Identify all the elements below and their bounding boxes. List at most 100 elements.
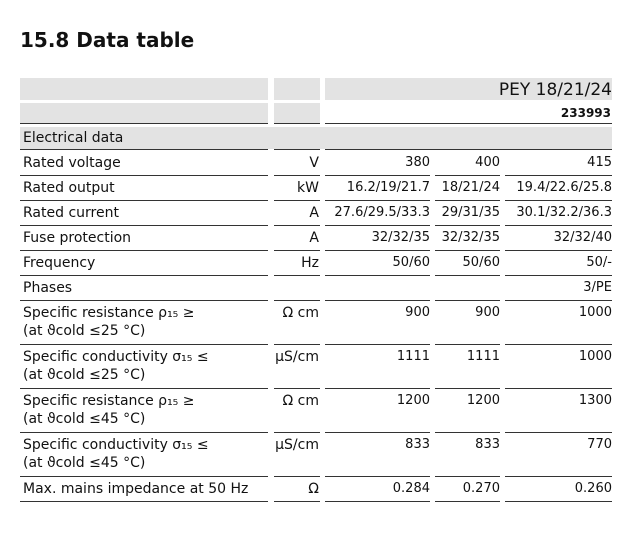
- value: 50/60: [392, 255, 430, 270]
- row-label: Specific resistance ρ₁₅ ≥: [23, 393, 195, 409]
- row-label: Fuse protection: [23, 230, 132, 246]
- unit: μS/cm: [275, 437, 319, 453]
- value: 833: [475, 437, 500, 452]
- rule: [274, 275, 320, 276]
- value: 415: [587, 155, 612, 170]
- rule: [505, 225, 612, 226]
- value: 3/PE: [583, 280, 612, 295]
- value: 1111: [396, 349, 430, 364]
- rule: [325, 225, 430, 226]
- value: 29/31/35: [441, 205, 500, 220]
- rule: [325, 501, 430, 502]
- value: 380: [405, 155, 430, 170]
- value: 1000: [578, 349, 612, 364]
- value: 0.284: [392, 481, 430, 496]
- row-label: Rated current: [23, 205, 119, 221]
- row-label: Specific conductivity σ₁₅ ≤: [23, 349, 209, 365]
- value: 30.1/32.2/36.3: [516, 205, 612, 220]
- unit: A: [309, 205, 319, 221]
- rule: [20, 123, 268, 124]
- rule: [505, 476, 612, 477]
- value: 32/32/35: [371, 230, 430, 245]
- value: 0.270: [462, 481, 500, 496]
- rule: [325, 275, 430, 276]
- row-label: Phases: [23, 280, 73, 296]
- rule: [20, 225, 268, 226]
- rule: [274, 388, 320, 389]
- rule: [274, 149, 320, 150]
- rule: [274, 200, 320, 201]
- rule: [20, 476, 268, 477]
- rule: [505, 175, 612, 176]
- rule: [505, 432, 612, 433]
- unit: Ω cm: [282, 305, 319, 321]
- section-title: 15.8 Data table: [20, 28, 195, 52]
- rule: [274, 501, 320, 502]
- rule: [505, 344, 612, 345]
- unit: Hz: [301, 255, 319, 271]
- rule: [20, 300, 268, 301]
- section-band: [20, 127, 612, 149]
- rule: [274, 123, 320, 124]
- value: 16.2/19/21.7: [346, 180, 430, 195]
- rule: [435, 432, 500, 433]
- value: 770: [587, 437, 612, 452]
- value: 50/-: [586, 255, 612, 270]
- rule: [505, 200, 612, 201]
- rule: [20, 250, 268, 251]
- value: 27.6/29.5/33.3: [334, 205, 430, 220]
- row-label-note: (at ϑcold ≤25 °C): [23, 323, 146, 339]
- rule: [274, 476, 320, 477]
- rule: [435, 175, 500, 176]
- value: 32/32/35: [441, 230, 500, 245]
- header-band: [20, 78, 268, 100]
- rule: [274, 175, 320, 176]
- rule: [505, 275, 612, 276]
- rule: [20, 175, 268, 176]
- value: 19.4/22.6/25.8: [516, 180, 612, 195]
- part-number: 233993: [560, 106, 611, 120]
- rule: [274, 432, 320, 433]
- header-band: [20, 103, 268, 123]
- rule: [505, 300, 612, 301]
- rule: [325, 388, 430, 389]
- rule: [435, 501, 500, 502]
- rule: [435, 275, 500, 276]
- rule: [435, 250, 500, 251]
- header-band: [325, 78, 612, 100]
- rule: [325, 149, 612, 150]
- unit: Ω: [308, 481, 319, 497]
- unit: μS/cm: [275, 349, 319, 365]
- rule: [435, 344, 500, 345]
- row-label: Specific conductivity σ₁₅ ≤: [23, 437, 209, 453]
- rule: [20, 388, 268, 389]
- rule: [274, 344, 320, 345]
- value: 1000: [578, 305, 612, 320]
- rule: [274, 300, 320, 301]
- value: 1200: [466, 393, 500, 408]
- unit: V: [309, 155, 319, 171]
- rule: [505, 388, 612, 389]
- rule: [325, 250, 430, 251]
- rule: [325, 200, 430, 201]
- row-label: Rated voltage: [23, 155, 121, 171]
- value: 1111: [466, 349, 500, 364]
- row-label-note: (at ϑcold ≤45 °C): [23, 411, 146, 427]
- rule: [435, 200, 500, 201]
- unit: Ω cm: [282, 393, 319, 409]
- rule: [325, 300, 430, 301]
- rule: [20, 200, 268, 201]
- row-label: Frequency: [23, 255, 96, 271]
- rule: [274, 250, 320, 251]
- rule: [435, 225, 500, 226]
- row-label-note: (at ϑcold ≤25 °C): [23, 367, 146, 383]
- header-band: [274, 103, 320, 123]
- header-band: [274, 78, 320, 100]
- rule: [20, 344, 268, 345]
- row-label: Max. mains impedance at 50 Hz: [23, 481, 249, 497]
- value: 900: [475, 305, 500, 320]
- rule: [20, 275, 268, 276]
- value: 18/21/24: [441, 180, 500, 195]
- row-label: Rated output: [23, 180, 115, 196]
